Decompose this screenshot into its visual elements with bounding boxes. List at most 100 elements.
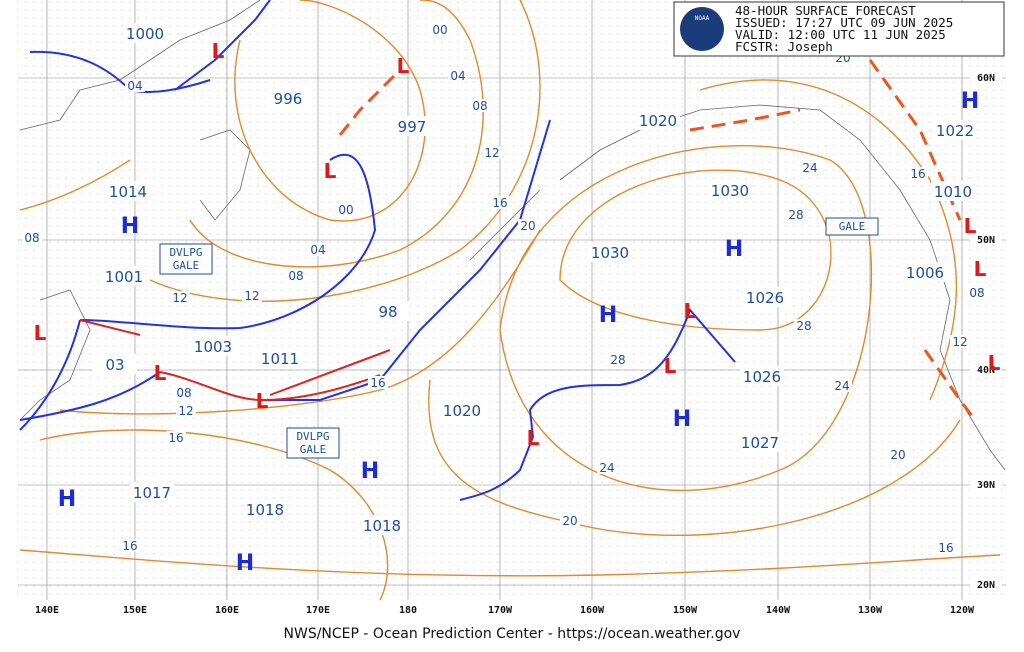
pressure-box bbox=[903, 262, 947, 282]
lon-label-box bbox=[296, 602, 340, 616]
isobar bbox=[699, 79, 958, 401]
pressure-label: 1003 bbox=[194, 338, 232, 356]
lat-label-box bbox=[970, 232, 1002, 246]
isobar-label: 20 bbox=[520, 219, 535, 233]
lat-label: 50N bbox=[977, 235, 995, 246]
lon-label: 130W bbox=[858, 605, 883, 616]
isobar-label: 16 bbox=[168, 431, 183, 445]
isobar-label-box bbox=[786, 208, 806, 221]
isobar-label: 16 bbox=[370, 376, 385, 390]
header-line: VALID: 12:00 UTC 11 JUN 2025 bbox=[735, 27, 946, 42]
isobar-label-box bbox=[286, 269, 306, 282]
lon-label: 150E bbox=[123, 605, 147, 616]
isobar-label-box bbox=[368, 376, 388, 389]
lon-label-box bbox=[205, 602, 249, 616]
isobar-label: 24 bbox=[834, 379, 849, 393]
isobar-label-box bbox=[448, 69, 468, 82]
low-center: L bbox=[34, 321, 47, 345]
header-line: 48-HOUR SURFACE FORECAST bbox=[735, 3, 916, 18]
lat-label-box bbox=[970, 362, 1002, 376]
lat-label-box bbox=[970, 70, 1002, 84]
isobar-label: 24 bbox=[802, 161, 817, 175]
pressure-box bbox=[708, 180, 752, 200]
gale-box bbox=[825, 217, 879, 236]
isobar-label: 08 bbox=[288, 269, 303, 283]
isobar-label: 08 bbox=[176, 386, 191, 400]
isobar-label: 16 bbox=[492, 196, 507, 210]
isobar-label-box bbox=[174, 386, 194, 399]
occluded-front bbox=[79, 153, 377, 330]
pressure-box bbox=[933, 120, 977, 140]
high-center: H bbox=[673, 407, 691, 432]
isobar-label-box bbox=[560, 514, 580, 527]
isobar-label-box bbox=[482, 146, 502, 159]
isobar bbox=[428, 379, 961, 536]
pressure-label: 996 bbox=[274, 90, 303, 108]
isobar bbox=[559, 169, 832, 331]
pressure-box bbox=[366, 301, 410, 321]
stationary-front bbox=[528, 308, 736, 438]
low-center: L bbox=[988, 351, 1001, 375]
cold-front bbox=[19, 319, 81, 431]
pressure-label: 1026 bbox=[743, 368, 781, 386]
lon-label: 140E bbox=[35, 605, 59, 616]
header-frame bbox=[673, 1, 1005, 57]
pressure-box bbox=[102, 266, 146, 286]
pressure-box bbox=[740, 366, 784, 386]
isobar-label: 00 bbox=[338, 203, 353, 217]
pressure-label: 1006 bbox=[906, 264, 944, 282]
pressure-box bbox=[123, 23, 167, 43]
trough bbox=[868, 59, 962, 221]
low-center: L bbox=[684, 299, 697, 323]
pressure-box bbox=[106, 181, 150, 201]
isobar-label-box bbox=[120, 539, 140, 552]
isobar-label-box bbox=[470, 99, 490, 112]
isobar-label: 04 bbox=[450, 69, 465, 83]
low-center: L bbox=[154, 361, 167, 385]
high-center: H bbox=[121, 214, 139, 239]
isobars bbox=[19, 0, 1001, 601]
isobar-label-box bbox=[936, 541, 956, 554]
lon-label-box bbox=[570, 602, 614, 616]
pressure-label: 98 bbox=[378, 303, 397, 321]
trough bbox=[338, 68, 402, 136]
lon-label: 170W bbox=[488, 605, 513, 616]
pressure-label: 1020 bbox=[443, 402, 481, 420]
track-arrow bbox=[79, 319, 141, 336]
lon-label-box bbox=[478, 602, 522, 616]
labels: 1000 996 997 1014 1001 1003 1011 03 98 1020 1030 10… bbox=[22, 23, 1001, 576]
isobar-label: 04 bbox=[127, 79, 142, 93]
pressure-label: 1017 bbox=[133, 484, 171, 502]
isobar-label-box bbox=[166, 431, 186, 444]
isobar-label: 08 bbox=[969, 286, 984, 300]
pressure-box bbox=[743, 287, 787, 307]
high-center: H bbox=[58, 487, 76, 512]
pressure-box bbox=[360, 515, 404, 535]
isobar-label-box bbox=[336, 203, 356, 216]
lon-label: 180 bbox=[399, 605, 417, 616]
isobar-label: 12 bbox=[952, 335, 967, 349]
isobar-label-box bbox=[430, 23, 450, 36]
pressure-label: 997 bbox=[398, 118, 427, 136]
isobar-label: 12 bbox=[484, 146, 499, 160]
lon-label: 150W bbox=[673, 605, 698, 616]
logo bbox=[680, 7, 724, 51]
isobar bbox=[19, 159, 131, 211]
lon-label-box bbox=[940, 602, 984, 616]
pressure-label: 1000 bbox=[126, 25, 164, 43]
lon-label-box bbox=[756, 602, 800, 616]
pressure-box bbox=[258, 348, 302, 368]
coastline bbox=[19, 0, 261, 131]
isobar bbox=[499, 145, 873, 492]
lon-label-box bbox=[386, 602, 430, 616]
isobar-label: 16 bbox=[122, 539, 137, 553]
isobar-label: 16 bbox=[938, 541, 953, 555]
pressure-label: 1018 bbox=[363, 517, 401, 535]
isobar-label: 12 bbox=[172, 291, 187, 305]
isobar-label: 24 bbox=[599, 461, 614, 475]
trough bbox=[689, 108, 801, 132]
pressure-box bbox=[931, 181, 975, 201]
pressure-box bbox=[636, 110, 680, 130]
pressure-label: 1022 bbox=[936, 122, 974, 140]
